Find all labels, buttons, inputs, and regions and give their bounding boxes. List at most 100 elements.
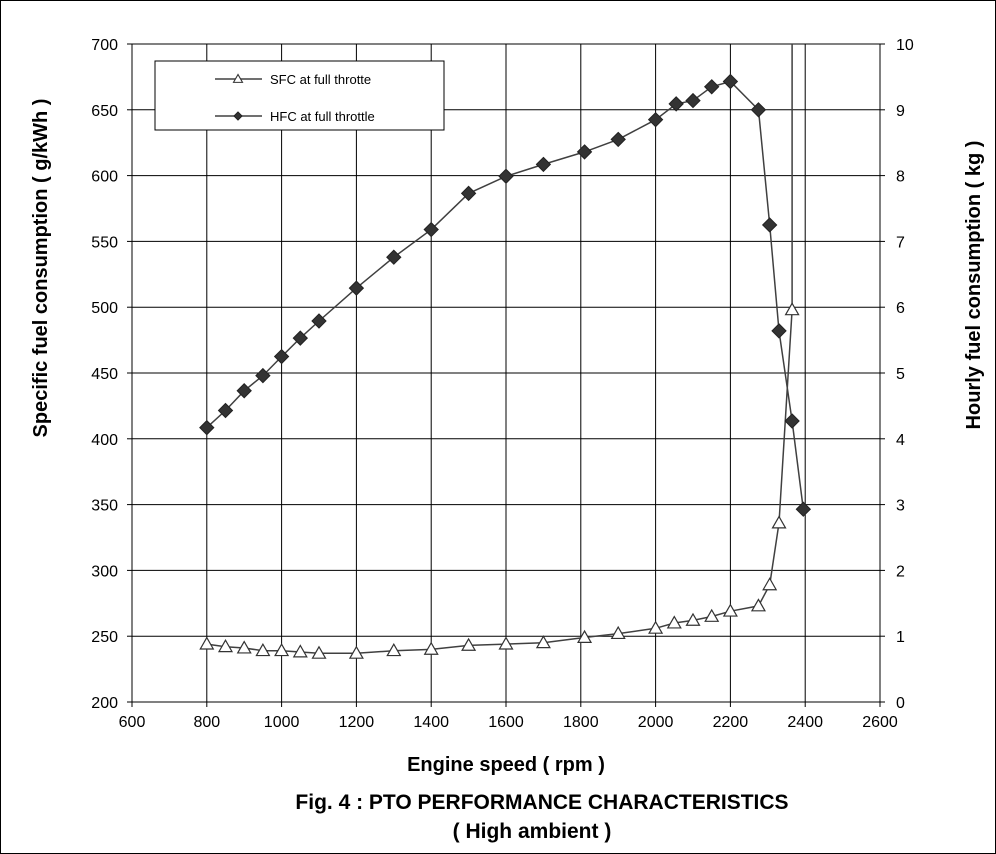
- y-right-tick-label: 8: [896, 169, 905, 186]
- data-point-diamond: [703, 79, 720, 95]
- data-point-diamond: [668, 96, 684, 112]
- x-axis-ticks: 600 800 1000 1200 1400 1600 1800 2000 2200 2400 26…: [119, 702, 898, 731]
- y-left-tick-label: 450: [91, 366, 118, 383]
- data-point-triangle: [610, 625, 626, 640]
- y-right-tick-label: 0: [896, 695, 905, 712]
- y-right-axis-title: Hourly fuel consumption ( kg ): [963, 141, 985, 430]
- data-point-triangle: [348, 645, 364, 659]
- x-tick-label: 1400: [413, 714, 449, 731]
- data-point-triangle: [577, 629, 593, 643]
- y-left-tick-label: 300: [91, 563, 118, 580]
- x-tick-label: 1800: [563, 714, 599, 731]
- data-point-triangle: [784, 302, 800, 316]
- series-line: [206, 44, 793, 655]
- data-point-triangle: [666, 615, 682, 629]
- legend-label: HFC at full throttle: [270, 109, 375, 124]
- data-point-triangle: [704, 608, 720, 622]
- data-point-triangle: [423, 641, 439, 655]
- data-point-triangle: [498, 636, 514, 650]
- y-left-tick-label: 200: [91, 695, 118, 712]
- data-point-diamond: [311, 313, 327, 329]
- data-point-diamond: [273, 348, 290, 365]
- data-point-diamond: [771, 323, 787, 339]
- legend: SFC at full throtte HFC at full throttle: [154, 60, 445, 131]
- y-left-tick-label: 350: [91, 498, 118, 515]
- data-point-triangle: [199, 636, 215, 650]
- x-tick-label: 800: [193, 714, 220, 731]
- y-left-tick-label: 400: [91, 432, 118, 449]
- data-point-diamond: [348, 280, 365, 296]
- data-point-triangle: [762, 577, 778, 591]
- y-right-tick-label: 5: [896, 366, 905, 383]
- y-right-tick-label: 1: [896, 629, 905, 646]
- data-point-diamond: [610, 131, 626, 148]
- data-point-diamond: [498, 168, 514, 184]
- figure-caption-line1: Fig. 4 : PTO PERFORMANCE CHARACTERISTICS: [295, 791, 788, 814]
- data-point-triangle: [750, 598, 766, 612]
- data-point-triangle: [311, 645, 327, 659]
- legend-label: SFC at full throtte: [270, 72, 371, 87]
- data-point-diamond: [761, 217, 778, 233]
- y-right-tick-label: 6: [896, 300, 905, 317]
- y-left-tick-label: 550: [91, 234, 118, 251]
- data-point-diamond: [386, 249, 402, 265]
- y-left-axis-ticks: 200 250 300 350 400 450 500 550 600 650 700: [91, 37, 132, 712]
- data-point-triangle: [386, 642, 402, 657]
- y-right-tick-label: 10: [896, 37, 914, 54]
- data-point-diamond: [685, 92, 701, 109]
- x-tick-label: 1200: [339, 714, 375, 731]
- y-right-tick-label: 9: [896, 103, 905, 120]
- data-point-diamond: [795, 501, 812, 517]
- x-tick-label: 1000: [264, 714, 300, 731]
- x-tick-label: 2600: [862, 714, 898, 731]
- data-point-triangle: [722, 603, 738, 617]
- data-point-triangle: [648, 620, 664, 634]
- data-point-diamond: [255, 367, 271, 384]
- y-left-tick-label: 700: [91, 37, 118, 54]
- data-point-triangle: [685, 612, 701, 626]
- data-point-triangle: [461, 637, 477, 651]
- data-point-diamond: [647, 111, 664, 128]
- data-point-diamond: [722, 73, 739, 90]
- data-point-triangle: [217, 639, 234, 653]
- y-left-tick-label: 500: [91, 300, 118, 317]
- y-right-tick-label: 7: [896, 234, 905, 251]
- data-point-diamond: [460, 185, 477, 202]
- data-point-triangle: [274, 642, 290, 657]
- y-right-tick-label: 2: [896, 563, 905, 580]
- data-point-diamond: [217, 402, 234, 419]
- series-line: [206, 80, 805, 510]
- data-point-triangle: [236, 640, 252, 654]
- series-1: [199, 44, 800, 659]
- data-point-diamond: [292, 330, 309, 346]
- y-left-tick-label: 250: [91, 629, 118, 646]
- data-point-diamond: [576, 144, 593, 160]
- data-point-diamond: [199, 419, 215, 436]
- x-tick-label: 2000: [638, 714, 674, 731]
- data-point-diamond: [423, 221, 439, 238]
- figure-caption-line2: ( High ambient ): [453, 820, 612, 843]
- data-point-diamond: [750, 102, 767, 118]
- x-axis-title: Engine speed ( rpm ): [407, 754, 605, 776]
- y-right-tick-label: 4: [896, 432, 905, 449]
- x-tick-label: 2200: [713, 714, 749, 731]
- data-point-triangle: [771, 515, 787, 529]
- data-point-diamond: [784, 413, 800, 429]
- y-left-tick-label: 600: [91, 169, 118, 186]
- legend-marker-triangle: [232, 73, 244, 83]
- y-left-tick-label: 650: [91, 103, 118, 120]
- data-point-triangle: [535, 635, 551, 649]
- legend-box: [154, 60, 445, 131]
- x-tick-label: 1600: [488, 714, 524, 731]
- data-point-diamond: [535, 156, 552, 173]
- x-tick-label: 600: [119, 714, 146, 731]
- data-point-triangle: [292, 644, 308, 658]
- x-tick-label: 2400: [787, 714, 823, 731]
- series-layer: [199, 44, 812, 659]
- legend-marker-diamond: [233, 111, 243, 121]
- y-right-axis-ticks: 0 1 2 3 4 5 6 7 8 9 10: [880, 37, 914, 712]
- data-point-diamond: [236, 383, 252, 399]
- y-right-tick-label: 3: [896, 498, 905, 515]
